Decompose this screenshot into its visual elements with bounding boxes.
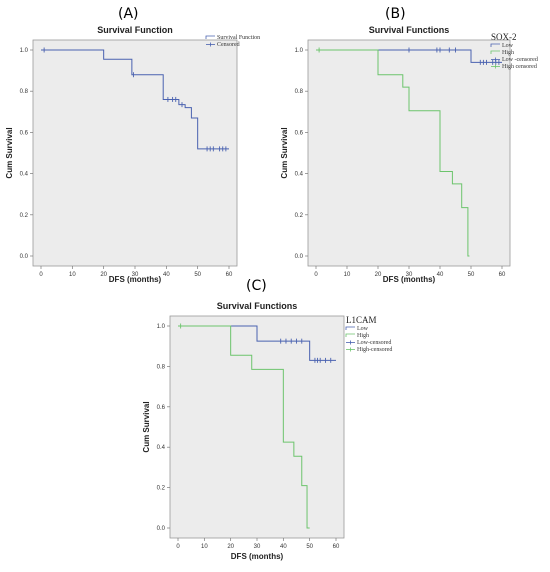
x-tick-label: 50: [468, 272, 475, 278]
y-axis-label: Cum Survival: [5, 127, 14, 178]
y-tick-label: 1.0: [20, 48, 29, 54]
x-tick-label: 60: [499, 272, 506, 278]
y-tick-label: 0.6: [157, 405, 166, 411]
series-line-high: [178, 325, 310, 529]
legend-swatch: [490, 43, 500, 47]
panel-label-c: (C): [246, 278, 267, 294]
series-line-low: [178, 325, 336, 361]
panel-label-a: (A): [118, 6, 139, 22]
survival-chart-a: Survival Function 0.0 0.2 0.4 0.6 0.8 1.0 0 10 20…: [5, 25, 260, 284]
x-axis-label: DFS (months): [383, 275, 436, 284]
x-axis-label: DFS (months): [231, 552, 284, 561]
y-tick-label: 0.0: [157, 526, 166, 532]
y-tick-label: 0.4: [20, 172, 29, 178]
x-tick-label: 0: [39, 272, 43, 278]
plot-area: [32, 39, 238, 267]
x-tick-label: 10: [69, 272, 76, 278]
legend-entry: Censored: [217, 42, 240, 48]
legend-entry: Low: [502, 43, 514, 49]
panel-label-b: (B): [385, 6, 406, 22]
y-tick-label: 0.0: [20, 254, 29, 260]
x-tick-label: 10: [201, 544, 208, 550]
x-tick-label: 20: [100, 272, 107, 278]
x-tick-label: 0: [314, 272, 318, 278]
legend-entry: High: [502, 50, 514, 56]
legend-entry: High-censored: [357, 347, 392, 353]
x-tick-label: 10: [344, 272, 351, 278]
y-axis-label: Cum Survival: [280, 127, 289, 178]
chart-title: Survival Functions: [369, 25, 450, 35]
y-tick-label: 0.2: [157, 486, 166, 492]
y-tick-label: 0.4: [157, 445, 166, 451]
y-tick-label: 1.0: [157, 324, 166, 330]
legend-swatch: [345, 333, 355, 337]
x-tick-label: 60: [333, 544, 340, 550]
y-axis-label: Cum Survival: [142, 401, 151, 452]
y-tick-label: 0.4: [295, 172, 304, 178]
x-tick-label: 30: [132, 272, 139, 278]
x-axis-label: DFS (months): [109, 275, 162, 284]
series-line-survival: [41, 49, 229, 150]
legend-title: L1CAM: [346, 315, 377, 325]
x-tick-label: 50: [194, 272, 201, 278]
legend-entry: Low-censored: [357, 340, 391, 346]
legend-entry: High: [357, 333, 369, 339]
y-tick-label: 0.8: [295, 89, 304, 95]
legend-title: SOX-2: [491, 32, 517, 42]
plot-area: [307, 39, 511, 267]
x-tick-label: 0: [176, 544, 180, 550]
x-tick-label: 40: [280, 544, 287, 550]
legend-swatch: [205, 35, 215, 39]
chart-title: Survival Function: [97, 25, 173, 35]
legend-entry: Low -censored: [502, 57, 538, 63]
x-tick-label: 60: [226, 272, 233, 278]
y-tick-label: 0.8: [157, 364, 166, 370]
x-tick-label: 20: [375, 272, 382, 278]
survival-chart-b: Survival Functions 0.0 0.2 0.4 0.6 0.8 1.0 0 10 2…: [280, 25, 538, 284]
y-tick-label: 0.6: [20, 130, 29, 136]
legend-swatch: [345, 326, 355, 330]
chart-title: Survival Functions: [217, 301, 298, 311]
x-tick-label: 30: [406, 272, 413, 278]
x-tick-label: 30: [254, 544, 261, 550]
series-line-high: [316, 49, 470, 257]
x-tick-label: 40: [437, 272, 444, 278]
y-tick-label: 0.6: [295, 130, 304, 136]
y-tick-label: 0.8: [20, 89, 29, 95]
y-tick-label: 1.0: [295, 48, 304, 54]
legend-entry: Survival Function: [217, 35, 260, 41]
legend-swatch: [490, 50, 500, 54]
x-tick-label: 20: [227, 544, 234, 550]
x-tick-label: 50: [306, 544, 313, 550]
plot-area: [169, 315, 345, 539]
legend-entry: Low: [357, 326, 369, 332]
y-tick-label: 0.2: [20, 213, 29, 219]
x-tick-label: 40: [163, 272, 170, 278]
survival-chart-c: Survival Functions 0.0 0.2 0.4 0.6 0.8 1.0 0 10 2…: [142, 301, 392, 561]
legend-entry: High censored: [502, 64, 537, 70]
y-tick-label: 0.0: [295, 254, 304, 260]
y-tick-label: 0.2: [295, 213, 304, 219]
